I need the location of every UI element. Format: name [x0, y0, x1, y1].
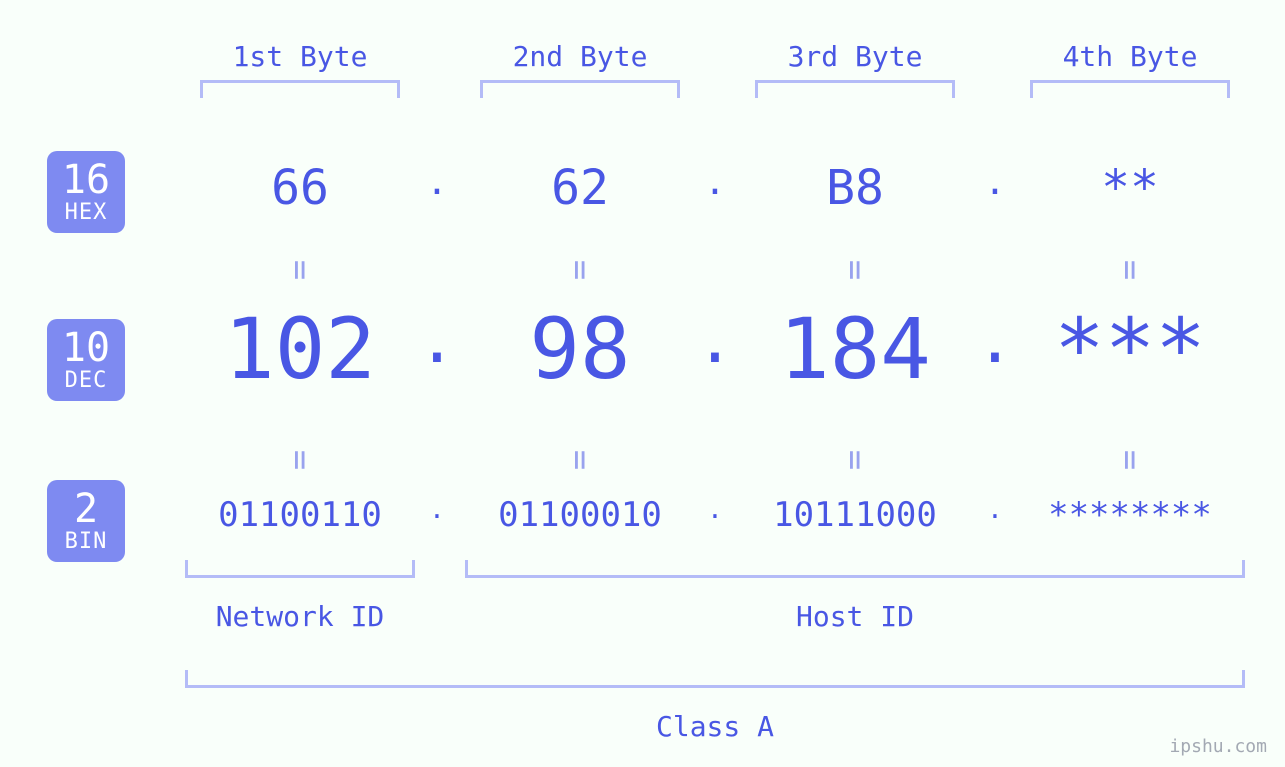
base-number-dec: 10	[47, 327, 125, 369]
hex-byte-1: 66	[165, 160, 435, 216]
network_id-bracket	[185, 560, 415, 578]
hex-dot-3: .	[975, 162, 1015, 203]
byte-header-2: 2nd Byte	[480, 40, 680, 73]
class-bracket	[185, 670, 1245, 688]
hex-dot-2: .	[695, 162, 735, 203]
equals-hex-dec-2: =	[560, 250, 600, 290]
host_id-bracket	[465, 560, 1245, 578]
base-badge-bin: 2 BIN	[47, 480, 125, 562]
dec-byte-2: 98	[445, 300, 715, 398]
base-name-bin: BIN	[47, 530, 125, 553]
bin-byte-1: 01100110	[165, 495, 435, 535]
equals-dec-bin-4: =	[1110, 440, 1150, 480]
bin-byte-4: ********	[995, 495, 1265, 535]
byte-header-1: 1st Byte	[200, 40, 400, 73]
hex-byte-4: **	[995, 160, 1265, 216]
hex-byte-3: B8	[720, 160, 990, 216]
equals-dec-bin-1: =	[280, 440, 320, 480]
dec-dot-3: .	[975, 304, 1015, 377]
byte-bracket-top-3	[755, 80, 955, 98]
byte-bracket-top-4	[1030, 80, 1230, 98]
dec-byte-3: 184	[720, 300, 990, 398]
bin-byte-3: 10111000	[720, 495, 990, 535]
bin-byte-2: 01100010	[445, 495, 715, 535]
byte-bracket-top-1	[200, 80, 400, 98]
bin-dot-3: .	[975, 495, 1015, 525]
base-number-hex: 16	[47, 159, 125, 201]
watermark-text: ipshu.com	[1169, 736, 1267, 757]
hex-byte-2: 62	[445, 160, 715, 216]
host_id-label: Host ID	[465, 600, 1245, 633]
equals-dec-bin-2: =	[560, 440, 600, 480]
byte-header-3: 3rd Byte	[755, 40, 955, 73]
equals-hex-dec-1: =	[280, 250, 320, 290]
base-name-dec: DEC	[47, 369, 125, 392]
base-name-hex: HEX	[47, 201, 125, 224]
base-badge-dec: 10 DEC	[47, 319, 125, 401]
equals-hex-dec-4: =	[1110, 250, 1150, 290]
bin-dot-1: .	[417, 495, 457, 525]
dec-byte-4: ***	[995, 300, 1265, 398]
base-badge-hex: 16 HEX	[47, 151, 125, 233]
equals-dec-bin-3: =	[835, 440, 875, 480]
hex-dot-1: .	[417, 162, 457, 203]
class-label: Class A	[185, 710, 1245, 743]
byte-bracket-top-2	[480, 80, 680, 98]
bin-dot-2: .	[695, 495, 735, 525]
dec-byte-1: 102	[165, 300, 435, 398]
byte-header-4: 4th Byte	[1030, 40, 1230, 73]
dec-dot-2: .	[695, 304, 735, 377]
base-number-bin: 2	[47, 488, 125, 530]
dec-dot-1: .	[417, 304, 457, 377]
network_id-label: Network ID	[185, 600, 415, 633]
equals-hex-dec-3: =	[835, 250, 875, 290]
